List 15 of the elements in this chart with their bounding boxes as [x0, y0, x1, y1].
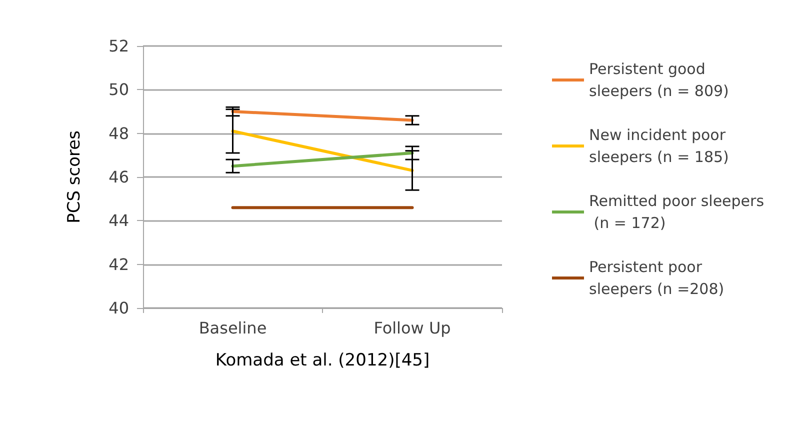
y-axis-title: PCS scores — [64, 130, 84, 224]
y-tick-label: 40 — [108, 298, 129, 318]
y-tick-label: 50 — [108, 80, 129, 100]
y-tick-label: 48 — [108, 124, 129, 143]
legend-label: Persistent good sleepers (n = 809) — [589, 60, 729, 100]
y-tick-label: 42 — [108, 254, 129, 274]
y-tick-label: 52 — [108, 36, 129, 56]
x-tick-label: Follow Up — [374, 318, 451, 338]
x-tick-label: Baseline — [198, 318, 267, 338]
y-tick-label: 44 — [108, 211, 129, 230]
x-axis-title: Komada et al. (2012)[45] — [215, 350, 430, 370]
legend-label: Remitted poor sleepers (n = 172) — [589, 192, 764, 232]
y-tick-label: 46 — [108, 168, 129, 186]
legend-label: New incident poor sleepers (n = 185) — [589, 126, 730, 166]
legend-label: Persistent poor sleepers (n =208) — [589, 258, 724, 298]
